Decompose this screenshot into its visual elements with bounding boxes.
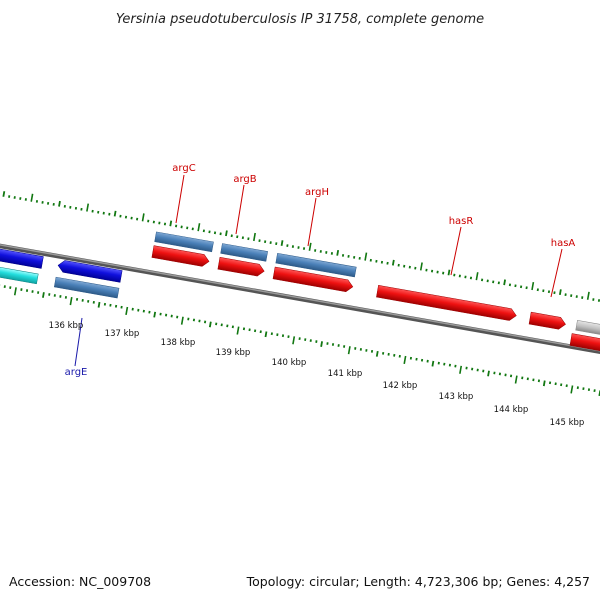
kbp-label: 144 kbp — [494, 405, 529, 415]
major-tick — [531, 281, 535, 291]
minor-tick — [487, 370, 490, 377]
minor-tick — [113, 210, 117, 217]
genome-backbone — [0, 237, 600, 361]
minor-tick — [320, 341, 323, 347]
kbp-label: 142 kbp — [383, 381, 418, 391]
major-tick — [347, 346, 351, 355]
kbp-label: 138 kbp — [161, 338, 196, 348]
major-tick — [141, 213, 145, 222]
minor-tick — [391, 259, 395, 266]
argC-leader — [175, 174, 185, 224]
minor-tick — [153, 311, 157, 318]
accession-text: Accession: NC_009708 — [9, 574, 151, 589]
major-tick — [86, 203, 90, 212]
minor-tick — [2, 191, 6, 197]
minor-tick — [42, 292, 45, 298]
kbp-label: 140 kbp — [272, 358, 307, 368]
reverse-strand-features — [0, 242, 123, 299]
outer-tick-row — [2, 191, 600, 302]
kbp-label: 141 kbp — [328, 369, 363, 379]
argC-gene-region[interactable] — [154, 231, 214, 253]
gene-label-argB[interactable]: argB — [233, 174, 256, 185]
major-tick — [364, 252, 368, 261]
genome-summary-text: Topology: circular; Length: 4,723,306 bp… — [246, 574, 590, 589]
inner-tick-row — [0, 284, 600, 397]
minor-tick — [542, 380, 546, 387]
gene-labels: argC argB argH hasR hasA argE — [65, 163, 576, 378]
far-right-gray-feature[interactable] — [575, 320, 600, 342]
gene-leader-lines — [74, 174, 563, 367]
gene-label-hasA[interactable]: hasA — [551, 238, 576, 249]
minor-tick — [208, 321, 212, 328]
left-blue-feature[interactable] — [0, 242, 44, 269]
minor-tick — [280, 240, 284, 246]
minor-tick — [169, 220, 173, 227]
major-tick — [308, 242, 312, 251]
hasR-cds-arrow[interactable] — [376, 284, 517, 321]
argE-gene-region[interactable] — [53, 276, 120, 299]
major-tick — [419, 262, 423, 271]
major-tick — [236, 326, 240, 335]
major-tick — [253, 232, 256, 242]
major-tick — [69, 297, 73, 306]
major-tick — [125, 306, 129, 316]
gene-label-argE[interactable]: argE — [65, 367, 88, 378]
kbp-labels: 136 kbp 137 kbp 138 kbp 139 kbp 140 kbp … — [49, 321, 585, 428]
major-tick — [30, 193, 34, 202]
argB-leader — [235, 184, 245, 235]
argE-cds-arrow[interactable] — [57, 259, 123, 283]
major-tick — [292, 336, 296, 345]
minor-tick — [558, 289, 562, 296]
argB-gene-region[interactable] — [220, 243, 268, 262]
kbp-label: 137 kbp — [105, 329, 140, 339]
kbp-label: 145 kbp — [550, 418, 585, 428]
genome-track — [0, 191, 600, 397]
minor-tick — [431, 360, 435, 367]
minor-tick — [264, 331, 268, 338]
major-tick — [459, 365, 463, 374]
major-tick — [180, 316, 184, 325]
minor-tick — [97, 301, 101, 308]
argH-cds-arrow[interactable] — [272, 266, 354, 293]
argB-cds-arrow[interactable] — [217, 257, 265, 277]
argE-leader — [74, 317, 83, 367]
major-tick — [13, 287, 17, 296]
hasA-leader — [550, 248, 563, 298]
minor-tick — [336, 249, 340, 256]
argH-leader — [307, 197, 317, 247]
far-right-red-feature[interactable] — [569, 333, 600, 358]
map-title: Yersinia pseudotuberculosis IP 31758, co… — [116, 12, 484, 27]
hasR-leader — [450, 226, 462, 276]
gene-label-argC[interactable]: argC — [172, 163, 195, 174]
minor-tick — [447, 269, 451, 276]
minor-tick — [225, 230, 228, 237]
major-tick — [403, 355, 407, 365]
major-tick — [475, 272, 479, 281]
kbp-label: 136 kbp — [49, 321, 84, 331]
kbp-label: 143 kbp — [439, 392, 474, 402]
minor-tick — [375, 350, 379, 357]
gene-label-hasR[interactable]: hasR — [449, 216, 474, 227]
major-tick — [197, 223, 201, 232]
kbp-label: 139 kbp — [216, 348, 251, 358]
major-tick — [514, 375, 518, 384]
minor-tick — [58, 200, 61, 207]
major-tick — [570, 385, 574, 394]
argC-cds-arrow[interactable] — [151, 245, 210, 268]
argH-gene-region[interactable] — [275, 252, 357, 278]
hasA-cds-arrow[interactable] — [528, 311, 567, 330]
forward-strand-features — [151, 231, 600, 358]
minor-tick — [503, 279, 506, 286]
major-tick — [586, 291, 590, 300]
gene-label-argH[interactable]: argH — [305, 187, 329, 198]
left-cyan-feature[interactable] — [0, 260, 39, 285]
